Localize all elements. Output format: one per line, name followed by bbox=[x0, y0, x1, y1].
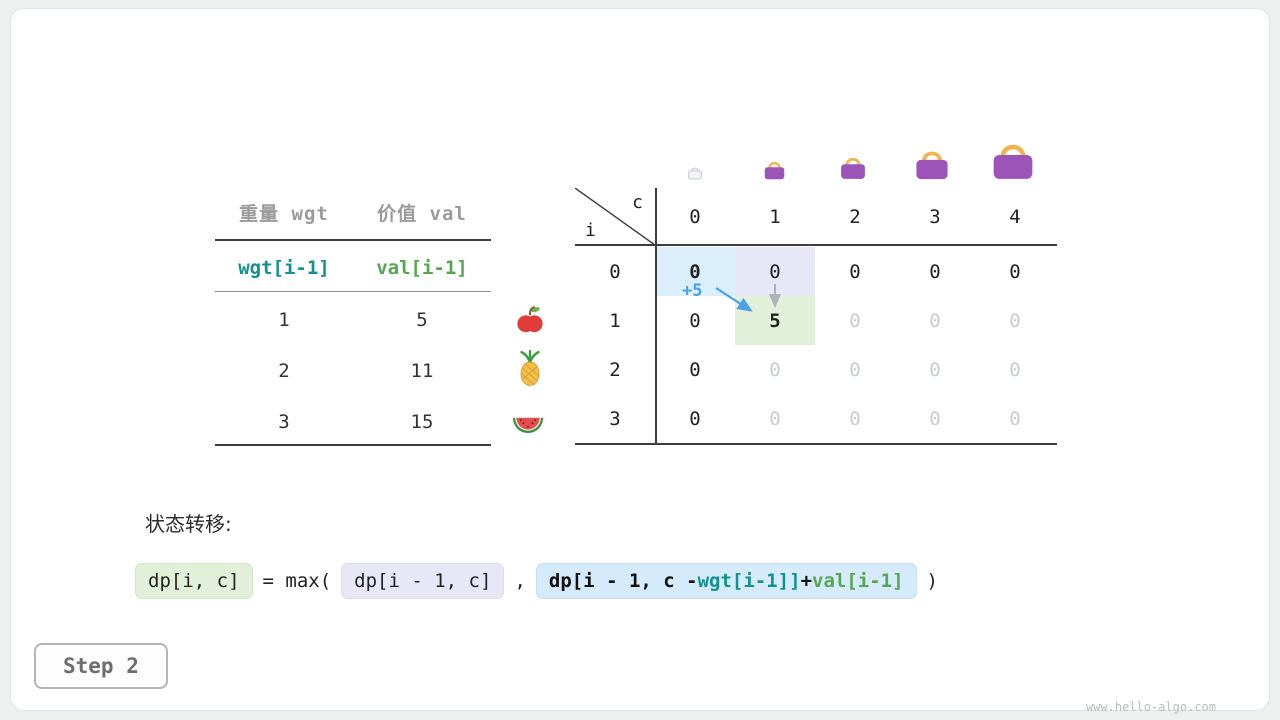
item-row-2: 2 11 bbox=[215, 355, 491, 387]
bag-icon-capacity-3 bbox=[913, 147, 951, 184]
dp-cell-r2c0: 0 bbox=[689, 358, 701, 381]
watermelon-icon bbox=[512, 406, 544, 444]
formula-close-paren: ) bbox=[926, 570, 938, 592]
dp-cell-r2c2: 0 bbox=[849, 358, 861, 381]
transition-formula: dp[i, c] = max( dp[i - 1, c] , dp[i - 1,… bbox=[135, 561, 938, 601]
dp-label-divider bbox=[655, 188, 657, 445]
item-2-wgt: 2 bbox=[278, 360, 290, 382]
items-header-row: 重量 wgt 价值 val bbox=[215, 196, 491, 228]
dp-cell-r3c2: 0 bbox=[849, 407, 861, 430]
dp-cell-r3c4: 0 bbox=[1009, 407, 1021, 430]
item-1-val: 5 bbox=[416, 309, 428, 331]
dp-col-header-3: 3 bbox=[929, 205, 941, 228]
items-table: 重量 wgt 价值 val wgt[i-1] val[i-1] 1 5 2 11… bbox=[215, 190, 491, 448]
dp-col-header-0: 0 bbox=[689, 205, 701, 228]
apple-icon bbox=[514, 301, 546, 339]
bag-icon-capacity-0 bbox=[687, 165, 703, 184]
item-2-val: 11 bbox=[410, 360, 434, 382]
corner-row-label: i bbox=[585, 220, 596, 241]
var-wgt: wgt[i-1] bbox=[238, 257, 330, 279]
dp-cell-r1c4: 0 bbox=[1009, 309, 1021, 332]
bag-icon-capacity-2 bbox=[839, 154, 867, 184]
dp-header-underline bbox=[575, 244, 1057, 246]
watermark: www.hello-algo.com bbox=[1085, 700, 1216, 714]
dp-bottom-line bbox=[575, 443, 1057, 445]
dp-cell-r1c1: 5 bbox=[769, 309, 781, 332]
dp-row-label-3: 3 bbox=[609, 407, 621, 430]
dp-col-header-2: 2 bbox=[849, 205, 861, 228]
dp-row-label-0: 0 bbox=[609, 260, 621, 283]
dp-col-header-4: 4 bbox=[1009, 205, 1021, 228]
dp-cell-r3c3: 0 bbox=[929, 407, 941, 430]
dp-cell-r0c4: 0 bbox=[1009, 260, 1021, 283]
dp-row-label-2: 2 bbox=[609, 358, 621, 381]
dp-cell-r1c3: 0 bbox=[929, 309, 941, 332]
formula-option2-val: val[i-1] bbox=[812, 570, 904, 592]
divider bbox=[215, 444, 491, 446]
items-var-row: wgt[i-1] val[i-1] bbox=[215, 252, 491, 284]
item-row-3: 3 15 bbox=[215, 406, 491, 438]
dp-cell-r3c0: 0 bbox=[689, 407, 701, 430]
dp-cell-r0c2: 0 bbox=[849, 260, 861, 283]
dp-cell-r3c1: 0 bbox=[769, 407, 781, 430]
transition-section-label: 状态转移: bbox=[145, 512, 232, 536]
transition-value-annotation: +5 bbox=[682, 281, 703, 301]
dp-cell-r2c4: 0 bbox=[1009, 358, 1021, 381]
formula-option2-prefix: dp[i - 1, c - bbox=[548, 570, 698, 592]
dp-table: c i 0 1 2 3 4 0 1 2 3 0 0 0 0 0 0 5 0 0 … bbox=[575, 188, 1057, 446]
pineapple-icon bbox=[514, 350, 546, 388]
formula-lhs-chip: dp[i, c] bbox=[135, 563, 253, 599]
formula-option1-chip: dp[i - 1, c] bbox=[341, 563, 505, 599]
dp-cell-r0c3: 0 bbox=[929, 260, 941, 283]
bag-icon-capacity-1 bbox=[763, 159, 786, 184]
formula-option2-plus: + bbox=[800, 570, 813, 592]
formula-equals-max: = max( bbox=[262, 570, 332, 592]
divider bbox=[215, 291, 491, 292]
dp-col-header-1: 1 bbox=[769, 205, 781, 228]
bag-icon-capacity-4 bbox=[989, 139, 1037, 184]
dp-cell-r2c3: 0 bbox=[929, 358, 941, 381]
formula-option2-chip: dp[i - 1, c - wgt[i-1]] + val[i-1] bbox=[535, 563, 917, 599]
formula-comma: , bbox=[514, 570, 526, 592]
step-badge: Step 2 bbox=[34, 643, 168, 689]
dp-row-label-1: 1 bbox=[609, 309, 621, 332]
formula-option2-wgt: wgt[i-1]] bbox=[697, 570, 801, 592]
dp-corner-cell: c i bbox=[575, 188, 655, 245]
corner-col-label: c bbox=[632, 192, 643, 213]
dp-cell-r0c0: 0 bbox=[689, 260, 701, 283]
item-1-wgt: 1 bbox=[278, 309, 290, 331]
dp-cell-r1c0: 0 bbox=[689, 309, 701, 332]
var-val: val[i-1] bbox=[376, 257, 468, 279]
items-col-header-val: 价值 val bbox=[377, 202, 467, 225]
item-3-wgt: 3 bbox=[278, 411, 290, 433]
items-col-header-wgt: 重量 wgt bbox=[239, 202, 329, 225]
item-row-1: 1 5 bbox=[215, 304, 491, 336]
divider bbox=[215, 239, 491, 241]
dp-cell-r1c2: 0 bbox=[849, 309, 861, 332]
item-3-val: 15 bbox=[410, 411, 434, 433]
dp-cell-r2c1: 0 bbox=[769, 358, 781, 381]
dp-cell-r0c1: 0 bbox=[769, 260, 781, 283]
